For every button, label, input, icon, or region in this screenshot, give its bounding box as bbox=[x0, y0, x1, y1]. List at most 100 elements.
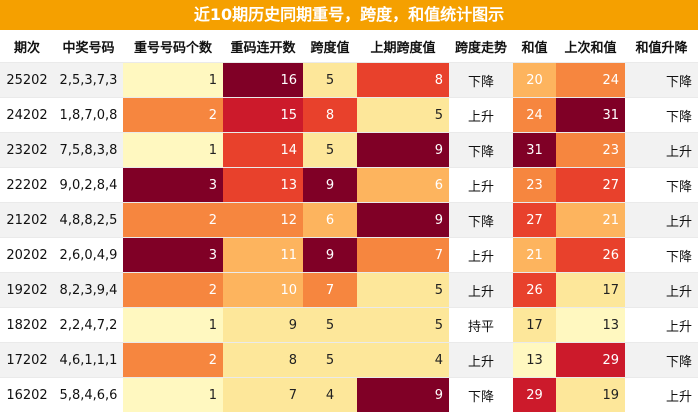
header-sum-trend: 和值升降 bbox=[625, 30, 698, 63]
cell-repeat-count: 3 bbox=[123, 168, 223, 203]
cell-numbers: 2,6,0,4,9 bbox=[54, 238, 123, 273]
cell-repeat-streak: 13 bbox=[223, 168, 303, 203]
cell-period: 16202 bbox=[0, 378, 54, 412]
cell-span: 8 bbox=[303, 98, 357, 133]
cell-numbers: 2,2,4,7,2 bbox=[54, 308, 123, 343]
cell-prev-span: 7 bbox=[357, 238, 449, 273]
cell-numbers: 9,0,2,8,4 bbox=[54, 168, 123, 203]
cell-span-trend: 上升 bbox=[449, 273, 513, 308]
cell-span: 7 bbox=[303, 273, 357, 308]
cell-prev-sum: 26 bbox=[556, 238, 625, 273]
cell-prev-span: 5 bbox=[357, 98, 449, 133]
cell-prev-span: 6 bbox=[357, 168, 449, 203]
cell-sum-trend: 下降 bbox=[625, 98, 698, 133]
cell-repeat-streak: 11 bbox=[223, 238, 303, 273]
cell-sum-trend: 上升 bbox=[625, 308, 698, 343]
cell-span: 5 bbox=[303, 343, 357, 378]
cell-span-trend: 上升 bbox=[449, 343, 513, 378]
cell-span-trend: 上升 bbox=[449, 238, 513, 273]
cell-prev-sum: 21 bbox=[556, 203, 625, 238]
cell-prev-sum: 29 bbox=[556, 343, 625, 378]
cell-numbers: 4,6,1,1,1 bbox=[54, 343, 123, 378]
table-header-row: 期次 中奖号码 重号号码个数 重码连开数 跨度值 上期跨度值 跨度走势 和值 上… bbox=[0, 30, 698, 63]
cell-span: 9 bbox=[303, 238, 357, 273]
cell-repeat-streak: 16 bbox=[223, 63, 303, 98]
header-repeat-streak: 重码连开数 bbox=[223, 30, 303, 63]
header-repeat-count: 重号号码个数 bbox=[123, 30, 223, 63]
cell-repeat-streak: 15 bbox=[223, 98, 303, 133]
cell-repeat-count: 2 bbox=[123, 98, 223, 133]
cell-repeat-streak: 12 bbox=[223, 203, 303, 238]
cell-span: 4 bbox=[303, 378, 357, 412]
cell-span: 6 bbox=[303, 203, 357, 238]
cell-sum: 31 bbox=[513, 133, 556, 168]
cell-span: 5 bbox=[303, 133, 357, 168]
cell-period: 23202 bbox=[0, 133, 54, 168]
cell-span-trend: 上升 bbox=[449, 98, 513, 133]
cell-period: 18202 bbox=[0, 308, 54, 343]
cell-repeat-streak: 10 bbox=[223, 273, 303, 308]
cell-span-trend: 下降 bbox=[449, 203, 513, 238]
cell-repeat-count: 1 bbox=[123, 133, 223, 168]
cell-sum: 21 bbox=[513, 238, 556, 273]
header-numbers: 中奖号码 bbox=[54, 30, 123, 63]
cell-prev-span: 9 bbox=[357, 133, 449, 168]
cell-period: 20202 bbox=[0, 238, 54, 273]
cell-span-trend: 持平 bbox=[449, 308, 513, 343]
cell-repeat-streak: 7 bbox=[223, 378, 303, 412]
cell-prev-sum: 23 bbox=[556, 133, 625, 168]
cell-period: 22202 bbox=[0, 168, 54, 203]
cell-sum-trend: 下降 bbox=[625, 168, 698, 203]
cell-sum-trend: 下降 bbox=[625, 63, 698, 98]
cell-sum-trend: 上升 bbox=[625, 273, 698, 308]
cell-sum: 17 bbox=[513, 308, 556, 343]
cell-span-trend: 下降 bbox=[449, 63, 513, 98]
cell-repeat-count: 2 bbox=[123, 343, 223, 378]
cell-repeat-count: 1 bbox=[123, 378, 223, 412]
cell-span-trend: 下降 bbox=[449, 133, 513, 168]
cell-span: 5 bbox=[303, 63, 357, 98]
cell-repeat-count: 3 bbox=[123, 238, 223, 273]
cell-sum: 20 bbox=[513, 63, 556, 98]
cell-sum-trend: 下降 bbox=[625, 343, 698, 378]
header-period: 期次 bbox=[0, 30, 54, 63]
cell-sum: 23 bbox=[513, 168, 556, 203]
cell-prev-span: 9 bbox=[357, 378, 449, 412]
cell-repeat-count: 2 bbox=[123, 273, 223, 308]
cell-numbers: 7,5,8,3,8 bbox=[54, 133, 123, 168]
cell-repeat-streak: 8 bbox=[223, 343, 303, 378]
header-prev-span: 上期跨度值 bbox=[357, 30, 449, 63]
cell-period: 19202 bbox=[0, 273, 54, 308]
cell-numbers: 2,5,3,7,3 bbox=[54, 63, 123, 98]
cell-repeat-streak: 14 bbox=[223, 133, 303, 168]
cell-sum: 13 bbox=[513, 343, 556, 378]
cell-prev-span: 4 bbox=[357, 343, 449, 378]
cell-prev-sum: 13 bbox=[556, 308, 625, 343]
cell-span: 9 bbox=[303, 168, 357, 203]
cell-prev-span: 8 bbox=[357, 63, 449, 98]
cell-prev-span: 9 bbox=[357, 203, 449, 238]
cell-repeat-streak: 9 bbox=[223, 308, 303, 343]
cell-sum: 29 bbox=[513, 378, 556, 412]
cell-sum: 24 bbox=[513, 98, 556, 133]
cell-numbers: 8,2,3,9,4 bbox=[54, 273, 123, 308]
cell-period: 24202 bbox=[0, 98, 54, 133]
page-title: 近10期历史同期重号，跨度，和值统计图示 bbox=[0, 0, 698, 30]
cell-numbers: 5,8,4,6,6 bbox=[54, 378, 123, 412]
cell-period: 17202 bbox=[0, 343, 54, 378]
cell-numbers: 1,8,7,0,8 bbox=[54, 98, 123, 133]
cell-repeat-count: 1 bbox=[123, 308, 223, 343]
cell-prev-sum: 31 bbox=[556, 98, 625, 133]
cell-span: 5 bbox=[303, 308, 357, 343]
header-sum: 和值 bbox=[513, 30, 556, 63]
cell-prev-sum: 24 bbox=[556, 63, 625, 98]
cell-prev-sum: 19 bbox=[556, 378, 625, 412]
cell-span-trend: 下降 bbox=[449, 378, 513, 412]
